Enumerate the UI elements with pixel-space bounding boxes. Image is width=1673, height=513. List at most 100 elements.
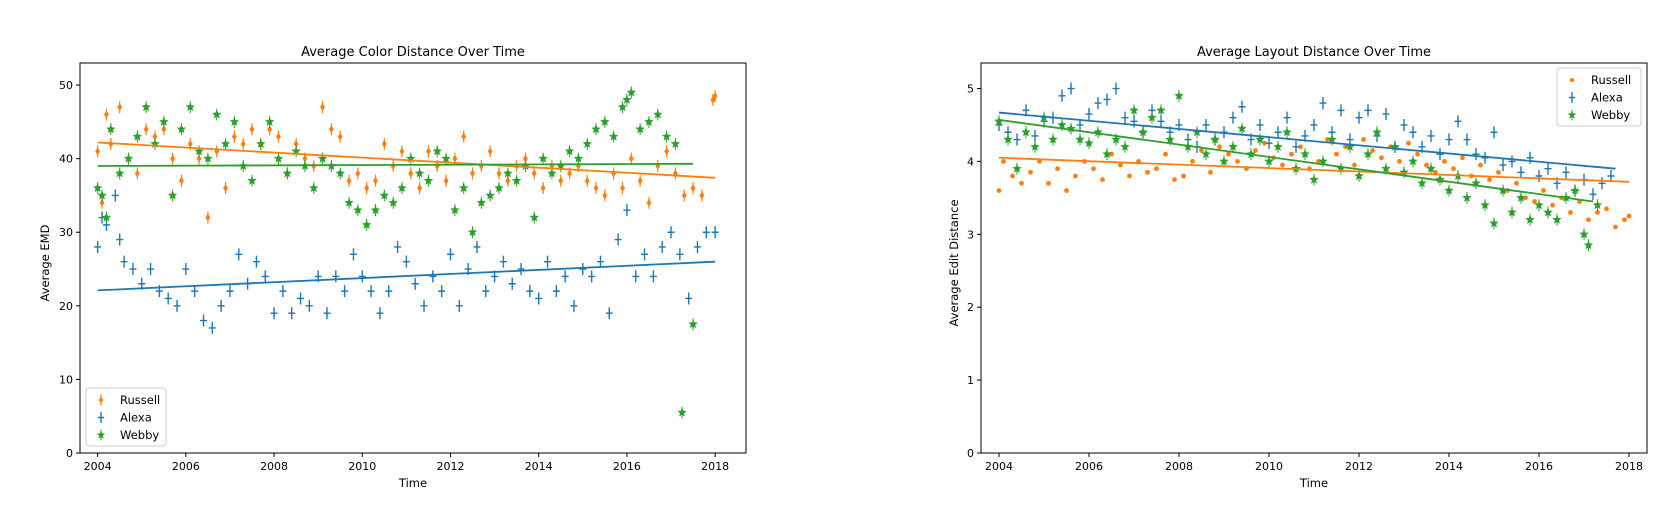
x-tick-label: 2006 [1075, 460, 1103, 473]
x-tick-label: 2006 [172, 460, 200, 473]
point-alexa [1058, 89, 1066, 102]
x-tick-label: 2004 [84, 460, 112, 473]
y-axis-label: Average Edit Distance [947, 199, 961, 326]
point-alexa [482, 285, 490, 298]
point-alexa [544, 255, 552, 268]
point-alexa [261, 270, 269, 283]
point-russell [1154, 166, 1159, 172]
point-russell [1172, 177, 1177, 183]
point-alexa [588, 270, 596, 283]
point-alexa [1292, 140, 1300, 153]
point-russell [1586, 217, 1591, 223]
point-russell [1145, 169, 1150, 175]
legend-box [1556, 67, 1642, 127]
point-russell [1451, 166, 1456, 172]
point-russell [1370, 148, 1375, 153]
x-axis-label: Time [398, 476, 427, 490]
point-russell [1046, 180, 1051, 186]
point-alexa [1157, 115, 1165, 128]
series-russell [95, 90, 718, 224]
legend: Russell Alexa Webby [85, 387, 167, 447]
y-tick-label: 2 [967, 301, 974, 314]
x-tick-label: 2016 [1525, 460, 1553, 473]
point-russell [1073, 173, 1078, 179]
point-russell [1208, 169, 1213, 175]
point-alexa [614, 233, 622, 246]
chart-title: Average Layout Distance Over Time [1197, 45, 1431, 60]
point-russell [1163, 151, 1168, 157]
point-alexa [1463, 133, 1471, 146]
point-alexa [455, 299, 463, 312]
point-russell [1406, 140, 1411, 146]
point-alexa [199, 314, 207, 327]
point-russell [1262, 140, 1267, 146]
point-russell [1298, 144, 1303, 150]
point-russell [1217, 144, 1222, 150]
point-russell [996, 188, 1002, 193]
legend: Russell Alexa Webby [1556, 67, 1642, 127]
point-russell [1226, 151, 1231, 157]
point-alexa [358, 270, 366, 283]
point-russell [1010, 173, 1015, 179]
point-russell [1334, 151, 1339, 157]
point-alexa [1409, 126, 1417, 139]
trendline-russell [998, 156, 1630, 183]
plot-area [92, 86, 719, 419]
plot-area [994, 82, 1632, 252]
y-tick-label: 30 [59, 226, 73, 239]
point-alexa [120, 255, 128, 268]
point-alexa [1508, 155, 1516, 168]
point-alexa [288, 307, 296, 320]
point-alexa [173, 299, 181, 312]
point-alexa [164, 292, 172, 305]
point-russell [1397, 159, 1402, 164]
point-alexa [508, 277, 516, 290]
point-alexa [561, 270, 569, 283]
point-alexa [438, 285, 446, 298]
point-alexa [297, 292, 305, 305]
point-alexa [1607, 169, 1615, 182]
point-alexa [235, 248, 243, 261]
point-russell [1442, 159, 1447, 164]
axes-frame [980, 62, 1648, 454]
point-alexa [667, 226, 675, 239]
series-layer [994, 82, 1632, 252]
point-russell [1604, 206, 1609, 212]
point-russell [1496, 169, 1501, 175]
point-alexa [1544, 162, 1552, 175]
chart-title: Average Color Distance Over Time [301, 45, 525, 60]
legend-box [85, 387, 167, 447]
trendline-alexa [998, 111, 1616, 170]
point-alexa [1319, 97, 1327, 110]
point-alexa [217, 299, 225, 312]
point-russell [1595, 210, 1600, 215]
point-alexa [385, 285, 393, 298]
point-russell [1550, 202, 1555, 208]
point-alexa [1112, 82, 1120, 95]
point-alexa [658, 240, 666, 253]
point-alexa [623, 204, 631, 217]
point-russell [1028, 169, 1033, 175]
series-alexa [94, 189, 719, 334]
point-alexa [1076, 118, 1084, 131]
legend-label: Webby [120, 428, 159, 442]
point-alexa [411, 277, 419, 290]
point-alexa [349, 248, 357, 261]
point-russell [1622, 217, 1627, 223]
point-alexa [1310, 118, 1318, 131]
x-tick-label: 2014 [1435, 460, 1463, 473]
ticks: 2004 2006 2008 2010 2012 2014 2016 2018 0 10 20 30 4… [59, 79, 729, 473]
point-alexa [279, 285, 287, 298]
point-alexa [1202, 118, 1210, 131]
legend-marker-alexa [97, 412, 105, 423]
x-tick-label: 2004 [985, 460, 1013, 473]
legend-marker-alexa [1568, 92, 1576, 103]
point-alexa [147, 263, 155, 276]
point-alexa [702, 226, 710, 239]
point-alexa [693, 240, 701, 253]
point-alexa [1454, 115, 1462, 128]
trendline-webby [97, 162, 694, 167]
trendline-alexa [97, 260, 716, 292]
point-alexa [1445, 133, 1453, 146]
